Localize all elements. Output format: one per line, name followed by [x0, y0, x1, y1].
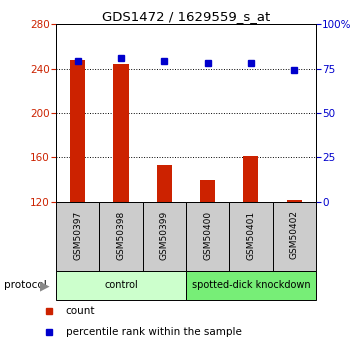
- Text: GSM50402: GSM50402: [290, 210, 299, 259]
- Bar: [157, 165, 172, 202]
- Text: spotted-dick knockdown: spotted-dick knockdown: [192, 280, 310, 290]
- Bar: [143, 202, 186, 271]
- Text: GSM50398: GSM50398: [117, 210, 125, 259]
- Text: percentile rank within the sample: percentile rank within the sample: [66, 327, 242, 337]
- Bar: [56, 202, 99, 271]
- Title: GDS1472 / 1629559_s_at: GDS1472 / 1629559_s_at: [102, 10, 270, 23]
- Text: GSM50397: GSM50397: [73, 210, 82, 259]
- Text: GSM50399: GSM50399: [160, 210, 169, 259]
- Bar: [287, 200, 302, 202]
- Text: ▶: ▶: [40, 279, 50, 292]
- Bar: [243, 156, 258, 202]
- Text: count: count: [66, 306, 95, 315]
- Bar: [186, 271, 316, 300]
- Text: GSM50400: GSM50400: [203, 210, 212, 259]
- Bar: [99, 202, 143, 271]
- Bar: [186, 202, 229, 271]
- Bar: [229, 202, 273, 271]
- Bar: [56, 271, 186, 300]
- Text: GSM50401: GSM50401: [247, 210, 255, 259]
- Bar: [113, 64, 129, 202]
- Text: protocol: protocol: [4, 280, 46, 290]
- Text: control: control: [104, 280, 138, 290]
- Bar: [200, 180, 215, 202]
- Bar: [273, 202, 316, 271]
- Bar: [70, 60, 85, 202]
